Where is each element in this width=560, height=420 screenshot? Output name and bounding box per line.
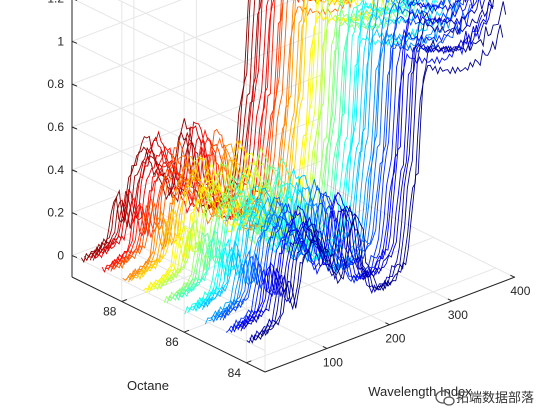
box-edge: [117, 0, 266, 73]
spectrum-line: [228, 0, 478, 334]
spectrum-line: [137, 0, 305, 281]
y-axis-line: [71, 276, 266, 373]
watermark-text: 拓端数据部落: [456, 391, 534, 406]
z-tick-label: 0.6: [47, 120, 64, 134]
z-tick-label: 0.8: [47, 77, 64, 91]
spectrum-line: [83, 0, 251, 262]
x-axis-label: Wavelength Index: [368, 384, 472, 399]
z-grid-line: [74, 0, 266, 94]
x-tick-label: 200: [385, 332, 405, 346]
x-axis-line: [264, 276, 516, 373]
y-tick-label: 88: [103, 305, 117, 319]
spectra-series: [80, 0, 507, 344]
x-tick-mark: [447, 298, 453, 302]
y-tick-mark: [121, 299, 127, 302]
y-tick-mark: [183, 329, 190, 333]
z-tick-label: 0.2: [47, 206, 64, 220]
spectrum-line: [217, 0, 451, 319]
spectrum-line: [246, 0, 485, 344]
y-axis-label: Octane: [127, 378, 169, 393]
x-tick-mark: [322, 346, 328, 349]
x-tick-mark: [385, 322, 390, 326]
y-tick-label: 84: [228, 366, 242, 380]
x-grid-line: [320, 0, 515, 278]
tick-labels: 100 200 300 400 84 86 88 0 0.2 0.4 0.6 0.8 1 1.2: [47, 0, 530, 380]
spectrum-line: [101, 0, 275, 273]
spectrum-line: [80, 0, 249, 264]
z-tick-mark: [71, 169, 78, 173]
wechat-icon: [435, 390, 455, 406]
z-tick-mark: [71, 83, 78, 87]
spectrum-line: [213, 0, 423, 321]
z-tick-label: 1: [57, 34, 64, 48]
spectrum-line: [231, 14, 483, 333]
z-tick-label: 1.2: [47, 0, 64, 5]
z-tick-mark: [71, 40, 78, 44]
y-tick-mark: [246, 360, 252, 364]
spectrum-line: [190, 0, 427, 311]
x-tick-label: 100: [323, 355, 343, 369]
spectrum-line: [249, 0, 494, 344]
watermark: 拓端数据部落: [435, 390, 534, 406]
spectrum-line: [161, 0, 329, 286]
y-tick-label: 86: [165, 335, 179, 349]
spectrum-line: [237, 0, 467, 331]
spectrum-line: [128, 0, 296, 283]
z-tick-mark: [71, 126, 78, 130]
spectrum-line: [255, 1, 507, 341]
spectrum-line: [225, 0, 457, 333]
axis-lines: [71, 0, 516, 373]
x-tick-label: 400: [510, 284, 530, 298]
spectrum-line: [187, 0, 439, 313]
x-tick-mark: [510, 274, 515, 278]
x-grid-line: [133, 0, 328, 349]
z-tick-mark: [71, 212, 78, 216]
x-tick-label: 300: [448, 308, 468, 322]
z-tick-mark: [71, 255, 78, 259]
z-tick-label: 0.4: [47, 163, 64, 177]
z-tick-label: 0: [57, 249, 64, 263]
